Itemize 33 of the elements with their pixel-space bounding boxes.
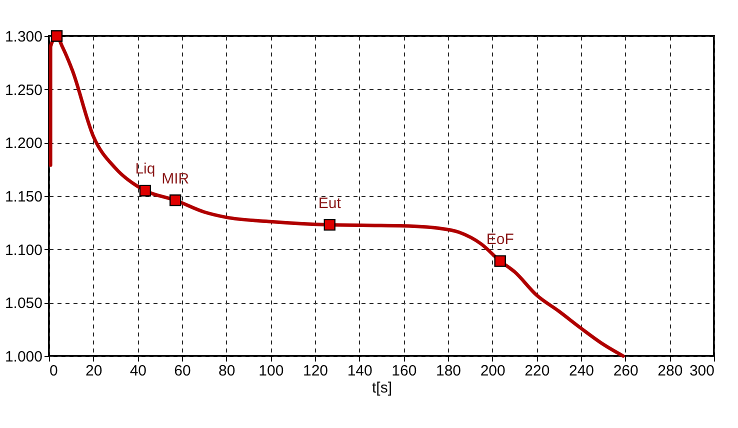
x-tick-label: 140 (347, 362, 372, 380)
x-tick-label: 100 (258, 362, 284, 380)
x-tick-label: 0 (50, 362, 58, 380)
annotation: Liq (135, 160, 156, 178)
x-tick-label: 80 (218, 362, 236, 380)
x-tick-label: 280 (658, 362, 683, 380)
x-tick-label: 40 (130, 362, 147, 380)
x-tick-label: 180 (436, 362, 462, 380)
point (50, 30, 63, 42)
x-tick-label: 240 (568, 362, 594, 380)
y-tick-label: 1.300 (4, 28, 42, 46)
x-axis-title: t[s] (372, 380, 392, 396)
point (324, 218, 336, 231)
y-tick-label: 1.250 (4, 82, 42, 99)
x-tick-label: 120 (302, 362, 328, 380)
x-tick-label: 60 (174, 362, 191, 380)
x-tick-label: 200 (480, 362, 506, 380)
point (139, 184, 152, 197)
annotation: Eut (318, 194, 342, 212)
y-tick-label: 1.100 (4, 242, 42, 259)
x-tick-label: 20 (85, 362, 102, 380)
annotation: EoF (486, 231, 514, 248)
x-tick-label: 160 (392, 362, 417, 380)
y-tick-label: 1.150 (4, 188, 42, 206)
x-tick-label: 300 (689, 362, 714, 380)
y-tick-label: 1.200 (4, 135, 42, 152)
y-tick-label: 1.000 (4, 348, 42, 366)
point (170, 194, 182, 206)
y-tick-label: 1.050 (4, 295, 42, 312)
point (494, 255, 506, 267)
x-tick-label: 260 (613, 362, 638, 380)
x-tick-label: 220 (524, 362, 550, 380)
annotation: MIR (162, 170, 190, 188)
